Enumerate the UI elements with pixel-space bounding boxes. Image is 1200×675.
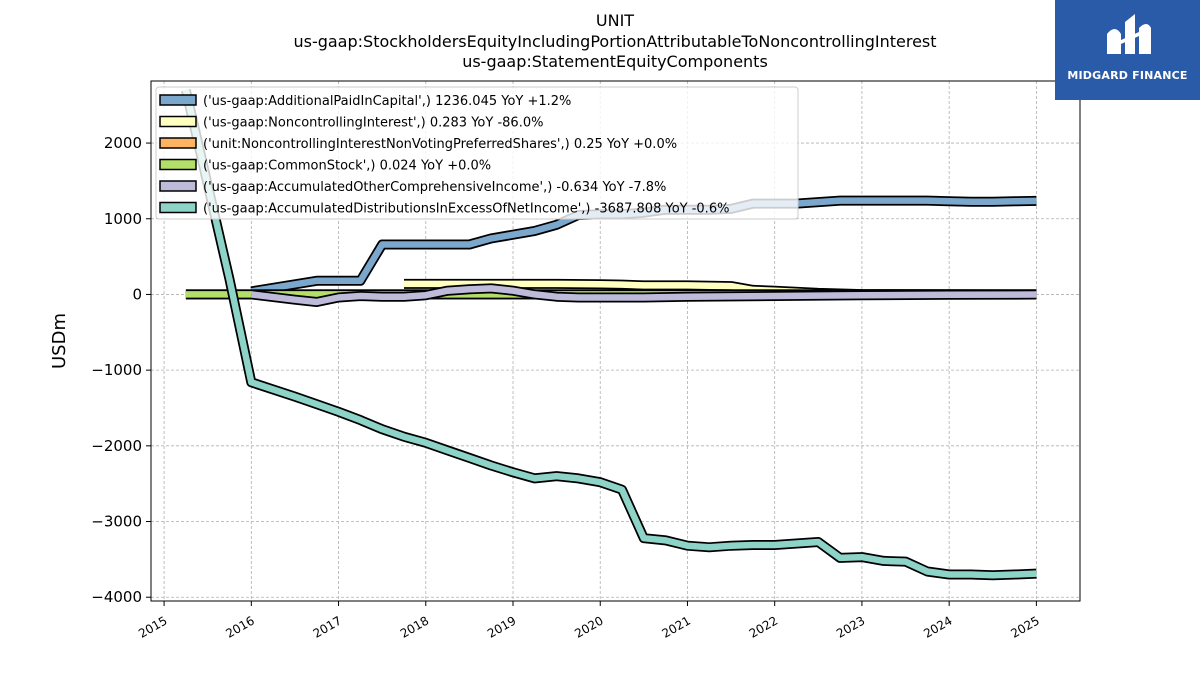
chart-title: UNIT	[595, 11, 635, 30]
logo-text: MIDGARD FINANCE	[1067, 69, 1188, 82]
series-5	[250, 283, 1037, 307]
midgard-finance-logo: MIDGARD FINANCE	[1055, 0, 1200, 100]
legend: ('us-gaap:AdditionalPaidInCapital',) 123…	[155, 86, 799, 220]
legend-label: ('us-gaap:AdditionalPaidInCapital',) 123…	[203, 94, 571, 109]
series-line	[182, 89, 1037, 579]
x-tick-label: 2017	[311, 613, 344, 640]
legend-label: ('us-gaap:AccumulatedDistributionsInExce…	[203, 202, 729, 217]
legend-swatch	[159, 158, 197, 171]
x-tick-label: 2018	[398, 613, 431, 640]
y-tick-label: −2000	[91, 437, 142, 455]
legend-label: ('unit:NoncontrollingInterestNonVotingPr…	[203, 137, 677, 152]
legend-swatch	[159, 201, 197, 214]
x-tick-label: 2021	[660, 613, 693, 640]
x-tick-label: 2025	[1008, 613, 1041, 640]
legend-label: ('us-gaap:NoncontrollingInterest',) 0.28…	[203, 116, 543, 131]
x-tick-label: 2024	[921, 613, 954, 640]
x-tick-label: 2015	[136, 613, 169, 640]
chart-subtitle-2: us-gaap:StatementEquityComponents	[462, 52, 768, 71]
y-axis-label: USDm	[49, 313, 70, 369]
legend-box	[155, 86, 799, 220]
logo-mark-icon	[1107, 14, 1151, 54]
legend-swatch	[159, 115, 197, 128]
y-tick-label: 1000	[104, 210, 142, 228]
legend-label: ('us-gaap:AccumulatedOtherComprehensiveI…	[203, 180, 666, 195]
plot-frame	[150, 80, 1081, 602]
x-tick-label: 2016	[223, 613, 256, 640]
x-tick-label: 2023	[834, 613, 867, 640]
y-tick-label: −3000	[91, 513, 142, 531]
y-tick-label: 0	[132, 285, 142, 303]
legend-label: ('us-gaap:CommonStock',) 0.024 YoY +0.0%	[203, 159, 491, 174]
legend-swatch	[159, 94, 197, 106]
chart-subtitle-1: us-gaap:StockholdersEquityIncludingPorti…	[293, 32, 937, 51]
x-tick-label: 2022	[747, 613, 780, 640]
series-line	[250, 285, 1037, 306]
y-tick-label: 2000	[104, 134, 142, 152]
x-tick-label: 2019	[485, 613, 518, 640]
y-tick-label: −4000	[91, 588, 142, 606]
legend-swatch	[159, 137, 197, 149]
series-6	[181, 88, 1037, 581]
legend-swatch	[159, 180, 197, 192]
y-tick-label: −1000	[91, 361, 142, 379]
x-tick-label: 2020	[572, 613, 605, 640]
